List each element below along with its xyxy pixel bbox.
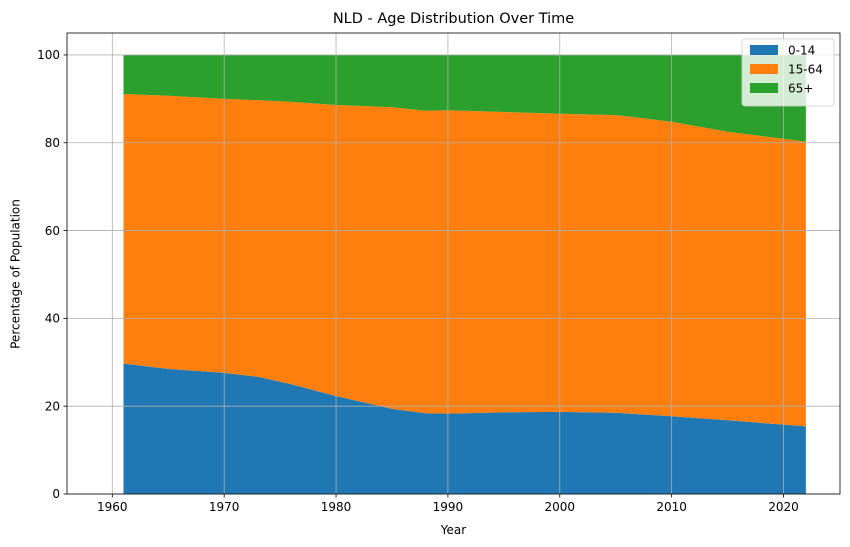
stacked-areas [123,54,806,494]
chart-title: NLD - Age Distribution Over Time [333,11,574,27]
area-series-0-14 [123,363,806,494]
x-tick-label-2010: 2010 [656,500,687,514]
y-tick-label-60: 60 [45,224,60,238]
y-axis: 0 20 40 60 80 100 [37,48,67,501]
x-tick-label-1960: 1960 [97,500,128,514]
x-axis-label: Year [440,523,466,537]
x-tick-label-2020: 2020 [768,500,799,514]
x-tick-label-2000: 2000 [545,500,576,514]
y-tick-label-0: 0 [52,487,60,501]
area-series-65 [123,54,806,142]
legend-label-15-64: 15-64 [788,63,823,77]
x-axis: 1960 1970 1980 1990 2000 2010 2020 [97,494,799,514]
gridlines [67,33,840,495]
legend-swatch-15-64 [750,64,778,74]
y-axis-label: Percentage of Population [9,199,23,349]
legend: 0-14 15-64 65+ [741,38,835,107]
plot-frame [66,32,841,495]
x-tick-label-1970: 1970 [209,500,240,514]
y-tick-label-100: 100 [37,48,60,62]
x-tick-label-1980: 1980 [321,500,352,514]
legend-swatch-0-14 [750,45,778,55]
legend-label-0-14: 0-14 [788,44,815,58]
x-tick-label-1990: 1990 [433,500,464,514]
area-series-15-64 [123,94,806,427]
y-tick-label-20: 20 [45,399,60,413]
plot-area [66,32,841,495]
legend-swatch-65 [750,83,778,93]
y-tick-label-40: 40 [45,312,60,326]
y-tick-label-80: 80 [45,136,60,150]
legend-label-65: 65+ [788,82,813,96]
